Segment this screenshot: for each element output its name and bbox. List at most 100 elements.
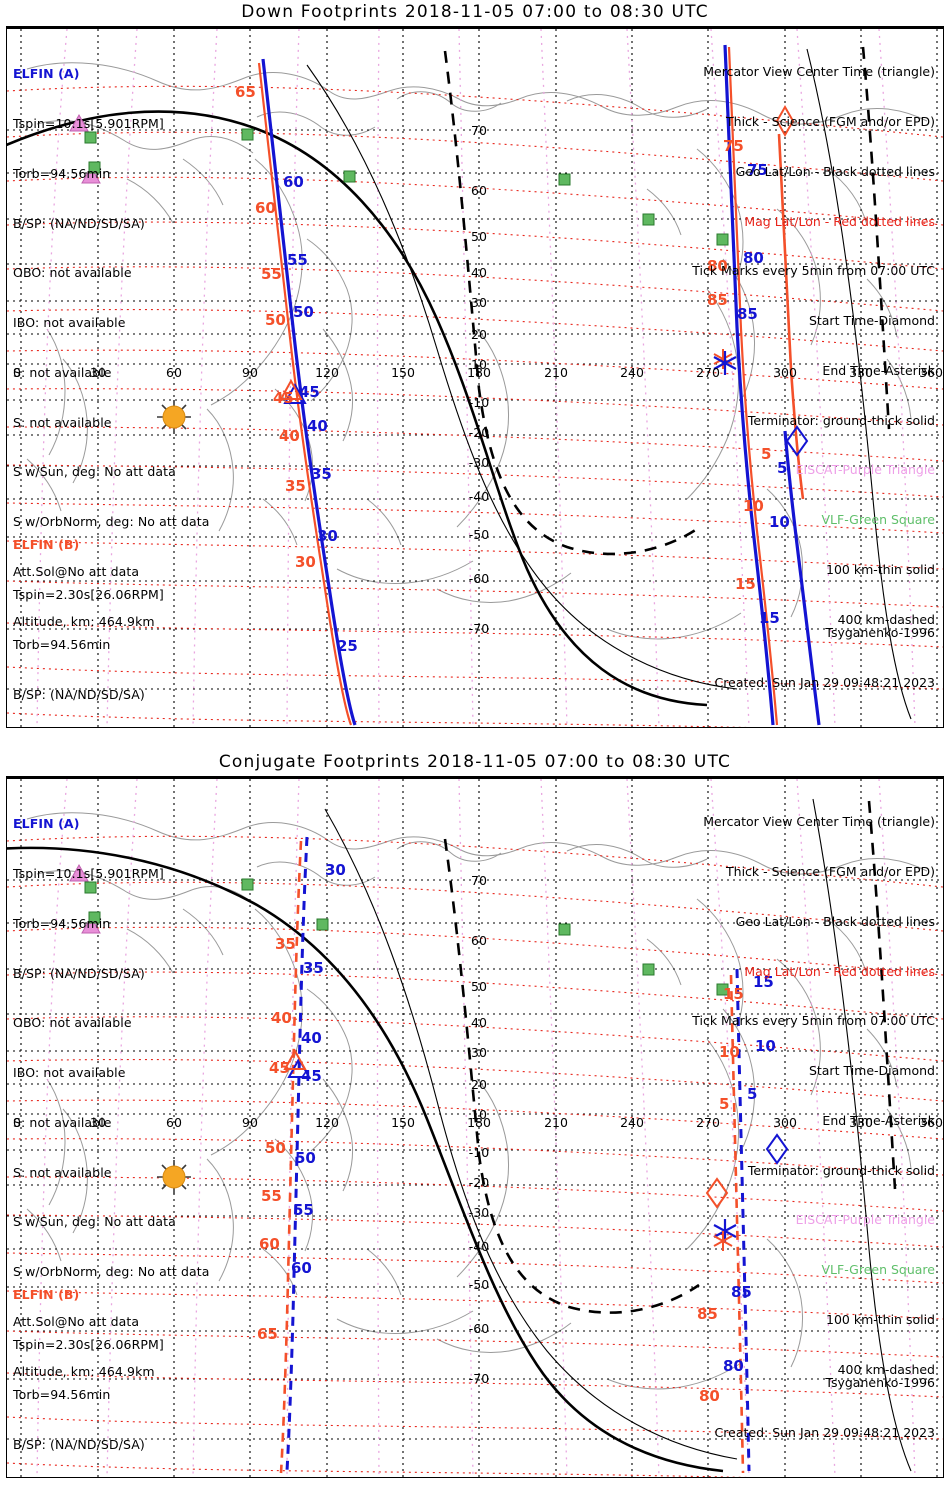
created-label: Created: Sun Jan 29 09:48:21 2023 (714, 675, 935, 691)
legend2-line-1: Thick - Science (FGM and/or EPD) (726, 863, 935, 879)
elfin-a2-line-10: Altitude, km: 464.9km (13, 1363, 155, 1379)
svg-text:30: 30 (325, 861, 346, 879)
legend-line-11: 400 km-dashed (837, 611, 935, 627)
svg-text:-50: -50 (469, 527, 489, 542)
svg-text:15: 15 (753, 973, 774, 991)
elfin-a-line-2: B/SP: (NA/ND/SD/SA) (13, 215, 145, 231)
svg-text:70: 70 (471, 123, 487, 138)
legend2-line-2: Geo Lat/Lon - Black dotted lines (735, 913, 935, 929)
elfin-a2-line-5: S: not available (13, 1114, 112, 1130)
title-rule-2 (6, 776, 944, 778)
svg-text:10: 10 (471, 1107, 487, 1122)
elfin-a-line-3: OBO: not available (13, 265, 132, 281)
svg-text:65: 65 (257, 1325, 278, 1343)
elfin-b-title: ELFIN (B) (13, 537, 80, 553)
svg-text:30: 30 (295, 553, 316, 571)
svg-text:5: 5 (761, 445, 771, 463)
svg-text:50: 50 (295, 1149, 316, 1167)
elfin-b-title-2: ELFIN (B) (13, 1287, 80, 1303)
track-conj-elfin-a-2 (735, 968, 751, 1472)
panel-title: Down Footprints 2018-11-05 07:00 to 08:3… (241, 2, 709, 22)
marker-center-triangle-2 (283, 1048, 311, 1078)
svg-text:85: 85 (731, 1283, 752, 1301)
svg-text:-40: -40 (469, 1239, 489, 1254)
elfin-a-info-block-1: ELFIN (A) Tspin=10.1s[5.901RPM] Torb=94.… (13, 33, 210, 664)
legend-line-8: EISCAT-Purple Triangle (795, 462, 935, 478)
svg-text:-30: -30 (469, 1205, 489, 1220)
terminator-ground (7, 110, 708, 707)
svg-text:150: 150 (391, 1115, 415, 1130)
terminator-400km (443, 50, 698, 556)
svg-text:150: 150 (391, 365, 415, 380)
terminator-100km-2 (324, 808, 738, 1460)
svg-text:15: 15 (735, 575, 756, 593)
svg-text:10: 10 (769, 513, 790, 531)
panel-down-footprints: Down Footprints 2018-11-05 07:00 to 08:3… (6, 2, 944, 728)
track-elfin-a-2 (723, 44, 775, 726)
elfin-a-line-7: S w/Sun, deg: No att data (13, 464, 176, 480)
elfin-b-line-0: Tspin=2.30s[26.06RPM] (13, 586, 164, 602)
svg-text:-60: -60 (469, 1321, 489, 1336)
svg-text:85: 85 (707, 291, 728, 309)
track-elfin-b-start-leg (777, 133, 805, 500)
svg-text:60: 60 (471, 933, 487, 948)
svg-text:50: 50 (265, 311, 286, 329)
elfin-a-line-10: Altitude, km: 464.9km (13, 613, 155, 629)
svg-text:40: 40 (279, 427, 300, 445)
svg-text:50: 50 (471, 229, 487, 244)
svg-text:10: 10 (743, 497, 764, 515)
marker-start-diamond (775, 104, 809, 457)
svg-text:45: 45 (299, 383, 320, 401)
svg-text:210: 210 (544, 1115, 568, 1130)
elfin-a-info-block-2: ELFIN (A) Tspin=10.1s[5.901RPM] Torb=94.… (13, 783, 210, 1414)
elfin-a-title-2: ELFIN (A) (13, 816, 80, 832)
elfin-a2-line-8: S w/OrbNorm, deg: No att data (13, 1264, 210, 1280)
svg-text:30: 30 (90, 1115, 106, 1130)
legend2-line-11: 400 km-dashed (837, 1361, 935, 1377)
svg-text:-20: -20 (469, 425, 489, 440)
svg-text:5: 5 (719, 1095, 729, 1113)
track-elfin-a-3 (783, 430, 821, 726)
elfin-a-line-9: Att.Sol@No att data (13, 564, 140, 579)
elfin-a2-line-7: S w/Sun, deg: No att data (13, 1214, 176, 1230)
geo-grid-2 (7, 779, 943, 1477)
elfin-b2-line-1: Torb=94.56min (13, 1386, 111, 1402)
elfin-a-title: ELFIN (A) (13, 66, 80, 82)
svg-text:30: 30 (471, 295, 487, 310)
svg-text:-40: -40 (469, 489, 489, 504)
marker-end-asterisk (713, 349, 737, 375)
svg-text:80: 80 (699, 1387, 720, 1405)
legend-line-9: VLF-Green Square (821, 512, 935, 528)
svg-text:15: 15 (759, 609, 780, 627)
marker-center-triangle (279, 378, 307, 404)
footer-block-2: Tsyganenko-1996 Created: Sun Jan 29 09:4… (715, 1342, 935, 1475)
svg-text:60: 60 (166, 1115, 182, 1130)
legend-line-7: Terminator: ground-thick solid (747, 412, 935, 428)
svg-text:40: 40 (301, 1029, 322, 1047)
svg-text:0: 0 (13, 365, 21, 380)
model-label: Tsyganenko-1996 (825, 625, 935, 641)
svg-text:180: 180 (467, 365, 491, 380)
svg-text:300: 300 (773, 1115, 797, 1130)
elfin-b2-line-0: Tspin=2.30s[26.06RPM] (13, 1336, 164, 1352)
y-axis-ticklabels: 70 60 50 40 30 20 10 -10 -20 -30 -40 -50… (469, 123, 489, 636)
svg-text:10: 10 (755, 1037, 776, 1055)
elfin-a2-line-9: Att.Sol@No att data (13, 1314, 140, 1329)
svg-text:40: 40 (471, 265, 487, 280)
svg-text:270: 270 (696, 1115, 720, 1130)
vlf-station-marker-2 (84, 878, 729, 996)
elfin-a2-line-2: B/SP: (NA/ND/SD/SA) (13, 965, 145, 981)
svg-text:-20: -20 (469, 1175, 489, 1190)
svg-text:60: 60 (471, 183, 487, 198)
mag-lon-grid (36, 29, 916, 727)
terminator-400km-2b (867, 800, 897, 1190)
svg-text:270: 270 (696, 365, 720, 380)
track-elfin-b (257, 62, 353, 726)
svg-text:35: 35 (303, 959, 324, 977)
track-conj-elfin-b-2 (729, 974, 745, 1474)
legend-line-10: 100 km-thin solid (826, 562, 935, 577)
svg-text:120: 120 (315, 1115, 339, 1130)
svg-text:60: 60 (283, 173, 304, 191)
legend-line-6: End Time-Asterisk (822, 362, 935, 378)
legend2-line-9: VLF-Green Square (821, 1262, 935, 1278)
